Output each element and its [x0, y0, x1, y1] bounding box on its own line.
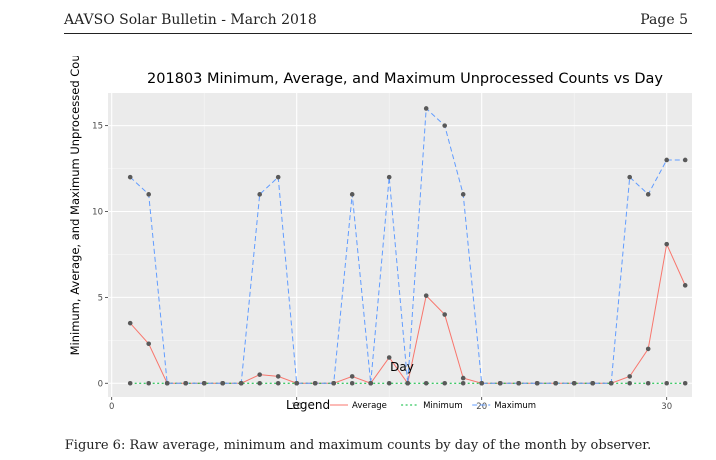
- data-point-maximum: [516, 380, 521, 386]
- x-tick-label: 20: [476, 402, 487, 412]
- chart-title: 201803 Minimum, Average, and Maximum Unp…: [147, 71, 663, 87]
- data-point-maximum: [201, 380, 207, 386]
- data-point-maximum: [238, 380, 244, 386]
- data-point-maximum: [331, 380, 337, 386]
- data-point-maximum: [664, 157, 669, 163]
- legend: Legend Average Minimum Maximum: [286, 398, 536, 412]
- data-point-maximum: [183, 380, 188, 386]
- data-point-maximum: [164, 380, 170, 386]
- chart: 201803 Minimum, Average, and Maximum Unp…: [68, 56, 692, 412]
- data-point-maximum: [534, 380, 540, 386]
- data-point-average: [682, 283, 688, 288]
- data-point-maximum: [294, 380, 299, 386]
- legend-label-average: Average: [352, 401, 387, 411]
- data-point-minimum: [386, 380, 392, 386]
- data-point-minimum: [627, 380, 632, 386]
- data-point-average: [275, 374, 281, 379]
- data-point-minimum: [423, 380, 429, 386]
- plot-panel: [108, 93, 692, 397]
- data-point-minimum: [664, 380, 669, 386]
- x-tick-label: 30: [661, 402, 672, 412]
- data-point-maximum: [442, 123, 448, 128]
- data-point-maximum: [497, 380, 503, 386]
- data-point-maximum: [479, 380, 485, 386]
- data-point-maximum: [645, 192, 651, 197]
- data-point-maximum: [386, 174, 392, 180]
- data-point-maximum: [127, 174, 133, 180]
- axis-ticks: 0 10 20 30 0 5 10 15: [92, 122, 672, 412]
- data-point-average: [146, 341, 151, 347]
- y-tick-label: 10: [92, 208, 103, 218]
- data-point-average: [442, 312, 448, 317]
- data-point-average: [257, 372, 262, 377]
- x-tick-label: 10: [291, 402, 302, 412]
- x-axis-label: Day: [390, 360, 414, 374]
- y-axis-label: Minimum, Average, and Maximum Unprocesse…: [68, 56, 82, 355]
- data-point-minimum: [682, 380, 688, 386]
- data-point-maximum: [146, 192, 151, 197]
- data-point-average: [460, 375, 466, 381]
- data-point-maximum: [312, 380, 318, 386]
- data-point-average: [664, 241, 669, 247]
- data-point-maximum: [275, 174, 281, 180]
- data-point-maximum: [368, 380, 374, 386]
- figure-caption: Figure 6: Raw average, minimum and maxim…: [64, 438, 652, 453]
- data-point-maximum: [405, 380, 411, 386]
- data-point-average: [386, 355, 392, 360]
- data-point-minimum: [645, 380, 651, 386]
- y-tick-label: 5: [98, 293, 103, 303]
- data-point-maximum: [349, 192, 355, 197]
- data-point-minimum: [257, 380, 262, 386]
- data-point-maximum: [571, 380, 577, 386]
- data-point-maximum: [220, 380, 225, 386]
- x-tick-label: 0: [109, 402, 114, 412]
- data-point-maximum: [460, 192, 466, 197]
- legend-label-maximum: Maximum: [494, 401, 536, 411]
- data-point-maximum: [590, 380, 595, 386]
- data-point-average: [645, 346, 651, 352]
- running-header-title: AAVSO Solar Bulletin - March 2018: [64, 12, 317, 28]
- data-point-minimum: [146, 380, 151, 386]
- data-point-maximum: [682, 157, 688, 163]
- data-point-average: [349, 374, 355, 379]
- data-point-maximum: [423, 106, 429, 111]
- data-point-minimum: [442, 380, 448, 386]
- y-tick-label: 15: [92, 122, 103, 132]
- data-point-minimum: [460, 380, 466, 386]
- data-point-maximum: [627, 174, 632, 180]
- header-rule: [64, 33, 692, 34]
- data-point-average: [627, 374, 632, 379]
- page-number: Page 5: [640, 12, 688, 28]
- y-tick-label: 0: [98, 379, 103, 389]
- data-point-maximum: [553, 380, 558, 386]
- legend-label-minimum: Minimum: [423, 401, 462, 411]
- data-point-minimum: [275, 380, 281, 386]
- data-point-average: [127, 320, 133, 326]
- legend-title: Legend: [286, 398, 330, 412]
- data-point-maximum: [608, 380, 614, 386]
- data-point-maximum: [257, 192, 262, 197]
- series-points: [127, 106, 688, 386]
- data-point-average: [423, 293, 429, 298]
- data-point-minimum: [127, 380, 133, 386]
- data-point-minimum: [349, 380, 355, 386]
